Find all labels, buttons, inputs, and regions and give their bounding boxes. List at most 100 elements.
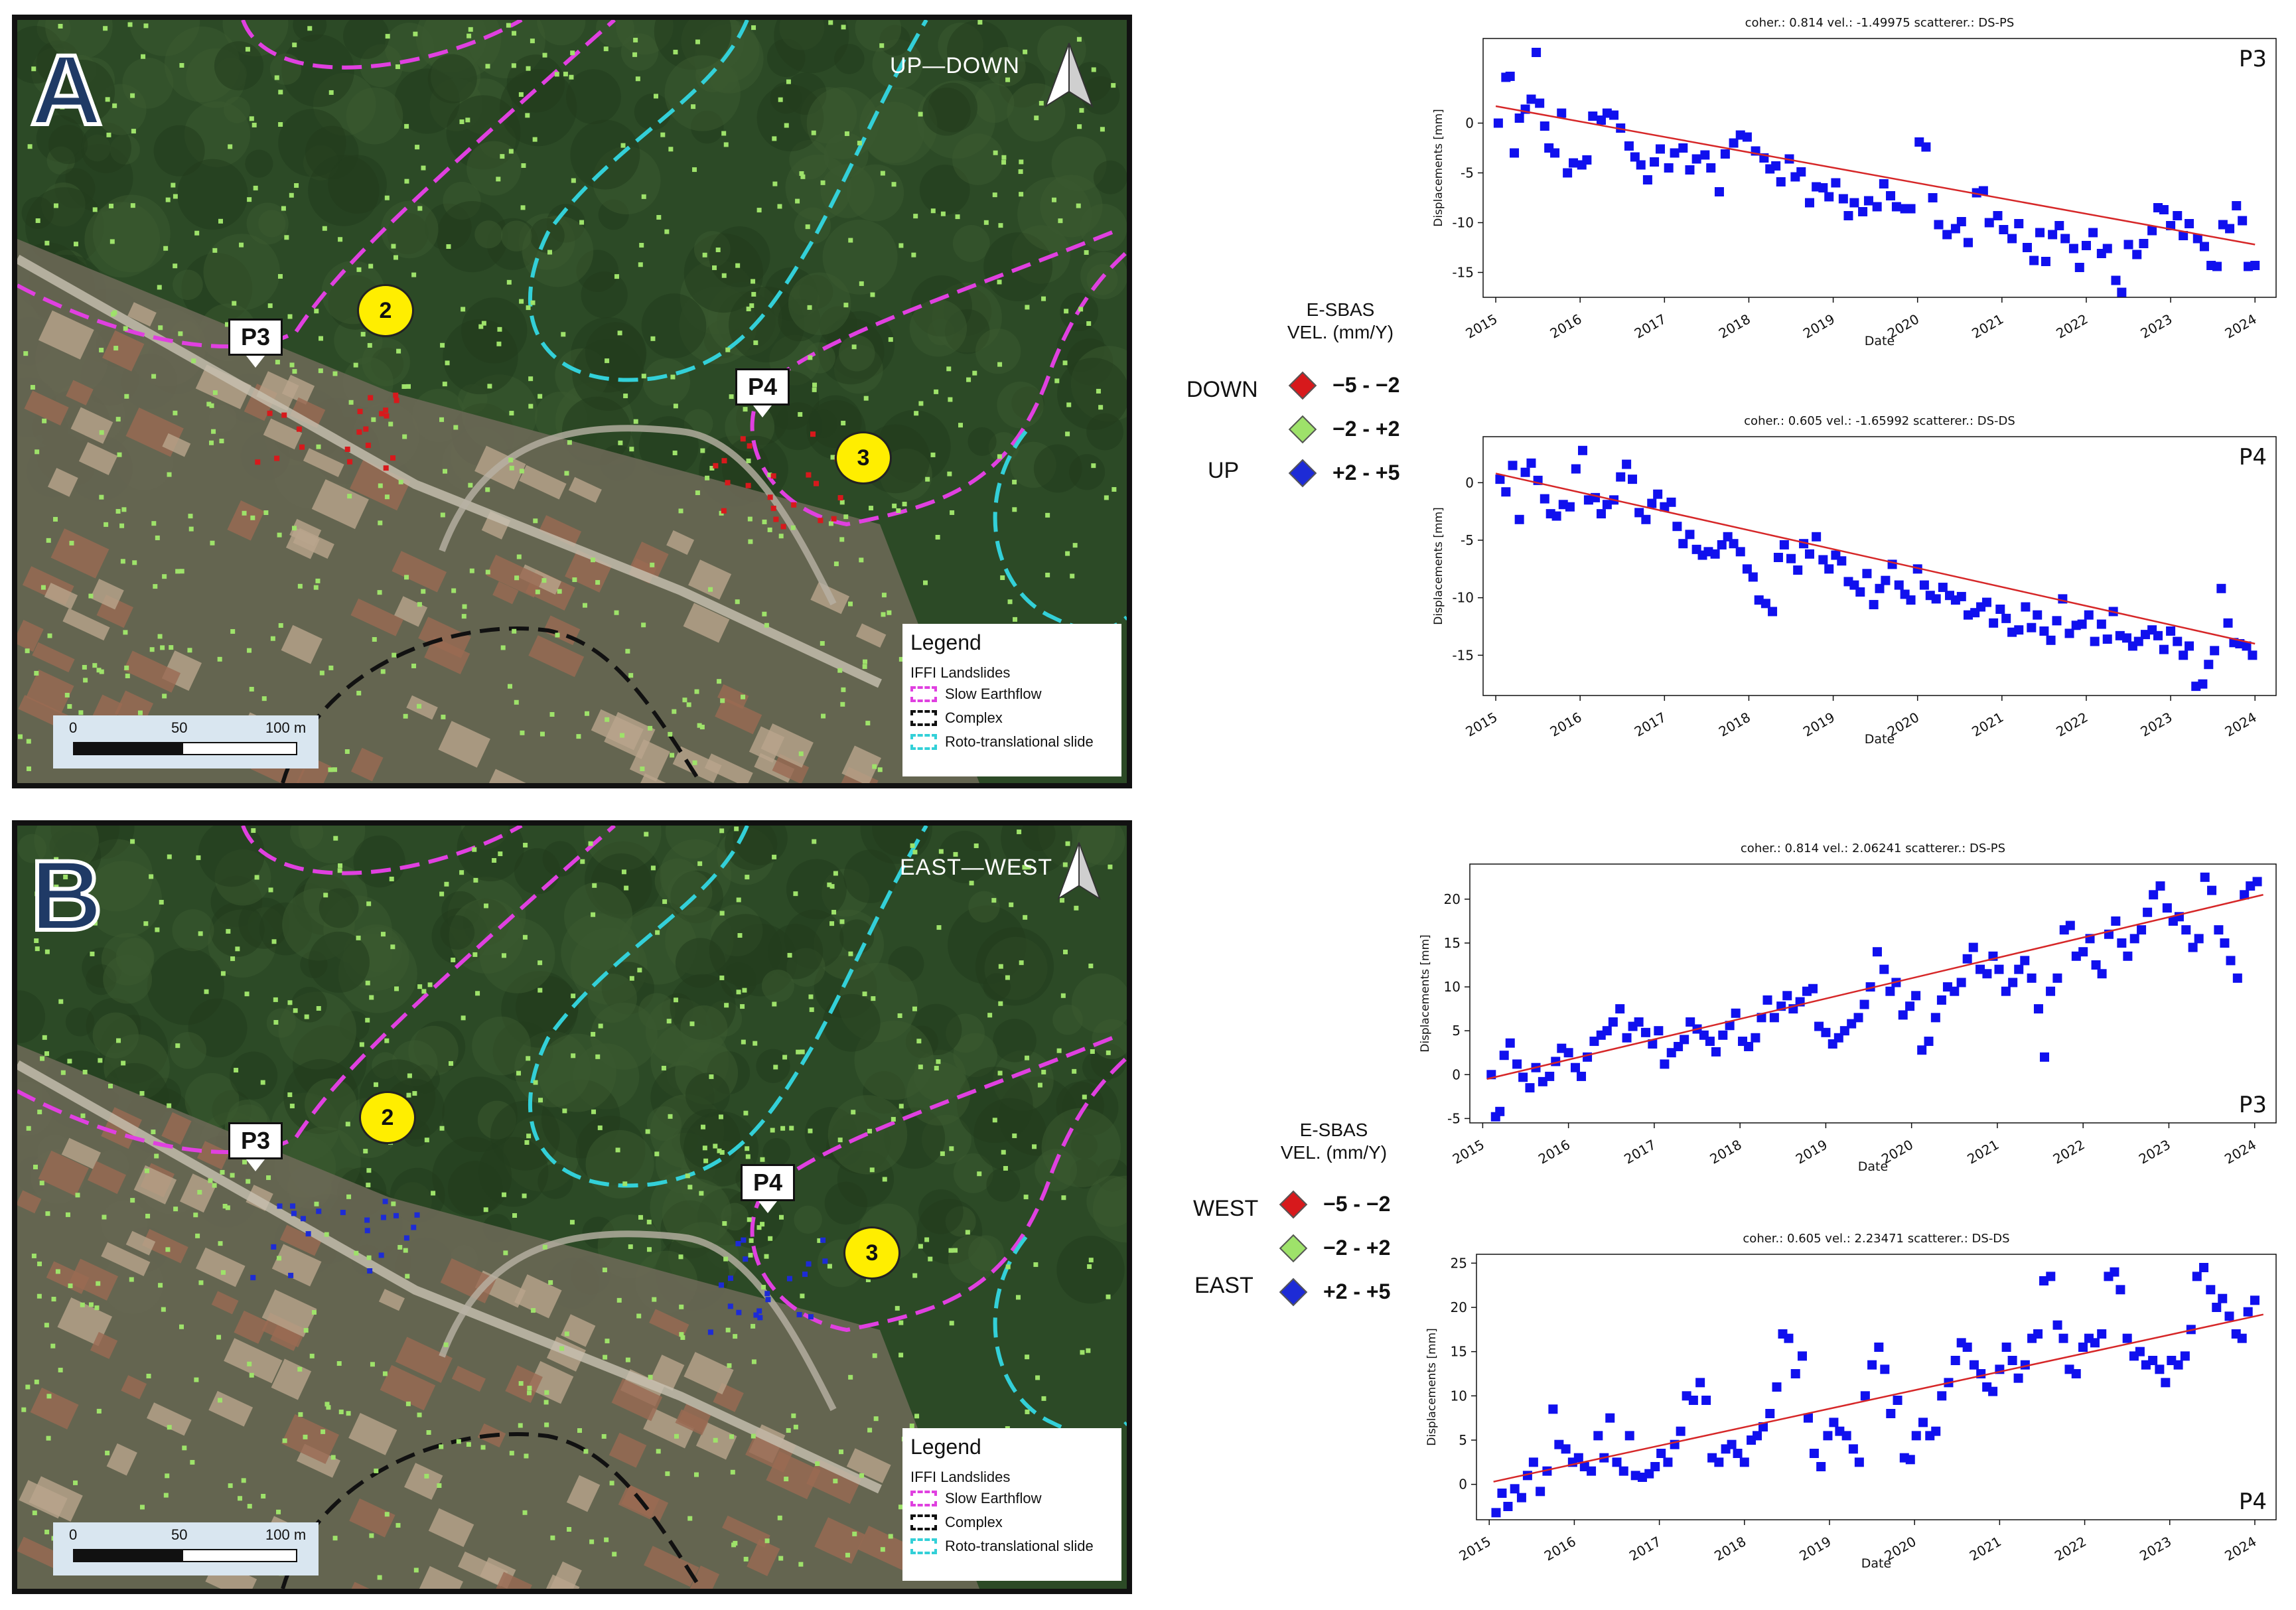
data-point: [2090, 636, 2100, 646]
data-point: [1616, 472, 1626, 482]
data-point: [2001, 1343, 2011, 1352]
y-tick-label: 25: [1451, 1255, 1467, 1271]
y-tick-label: 15: [1444, 935, 1461, 951]
data-point: [1596, 509, 1606, 519]
x-tick-label: 2017: [1621, 1136, 1658, 1167]
x-tick-label: 2019: [1796, 1533, 1833, 1564]
x-tick-label: 2017: [1626, 1533, 1664, 1564]
data-point: [1831, 178, 1841, 188]
data-point: [1885, 986, 1895, 996]
data-point: [1742, 132, 1752, 142]
data-point: [2159, 644, 2169, 654]
data-point: [2071, 1369, 2081, 1378]
data-point: [1528, 1457, 1538, 1467]
data-point: [2220, 938, 2230, 948]
data-point: [1729, 138, 1739, 148]
series-label: P3: [2239, 1092, 2267, 1118]
data-point: [1654, 1026, 1664, 1036]
data-point: [2110, 1267, 2119, 1277]
data-point: [1512, 1059, 1522, 1069]
data-point: [2008, 978, 2018, 988]
data-point: [1725, 1021, 1735, 1031]
x-tick-label: 2022: [2053, 709, 2090, 739]
data-point: [2173, 211, 2183, 220]
velocity-legend-title: E-SBAS VEL. (mm/Y): [1280, 1120, 1388, 1163]
data-point: [2123, 951, 2133, 961]
data-point: [1748, 572, 1758, 582]
data-point: [2185, 641, 2194, 651]
data-point: [1550, 148, 1560, 158]
data-point: [2068, 244, 2078, 254]
plot-area: [1476, 1254, 2277, 1520]
data-point: [2027, 622, 2037, 632]
data-point: [2074, 263, 2084, 272]
y-tick-label: -10: [1452, 215, 1474, 231]
data-point: [2040, 1052, 2050, 1062]
data-point: [1821, 1027, 1831, 1037]
data-point: [2001, 613, 2011, 623]
data-point: [1956, 217, 1966, 226]
data-point: [2185, 219, 2194, 228]
legend-subtitle: IFFI Landslides: [910, 1469, 1011, 1485]
data-point: [1989, 618, 1999, 628]
data-point: [1790, 1369, 1800, 1378]
data-point: [1963, 238, 1973, 248]
data-point: [1880, 1364, 1890, 1374]
data-point: [1751, 1033, 1760, 1043]
data-point: [1624, 1431, 1634, 1441]
trend-line: [1495, 105, 2256, 246]
data-point: [1540, 494, 1549, 504]
chart-title: coher.: 0.814 vel.: -1.49975 scatterer.:…: [1745, 16, 2015, 30]
data-point: [1674, 1041, 1684, 1051]
chart-title: coher.: 0.814 vel.: 2.06241 scatterer.: …: [1741, 842, 2005, 855]
data-point: [1812, 532, 1822, 542]
x-tick-label: 2021: [1967, 1533, 2004, 1564]
data-point: [1676, 1426, 1686, 1436]
data-point: [1779, 540, 1789, 549]
data-point: [1578, 445, 1588, 455]
data-point: [2097, 1329, 2107, 1339]
data-point: [2102, 244, 2112, 254]
data-point: [1906, 204, 1916, 214]
data-point: [1928, 193, 1938, 202]
y-tick-label: -5: [1461, 165, 1474, 181]
data-point: [2159, 205, 2169, 214]
data-point: [2020, 956, 2030, 966]
x-tick-label: 2024: [2222, 1533, 2259, 1564]
map-legend: Legend IFFI Landslides Slow Earthflow Co…: [902, 1428, 1121, 1581]
data-point: [1839, 1026, 1849, 1036]
data-point: [1688, 1396, 1698, 1405]
data-point: [1499, 1051, 1509, 1061]
data-point: [1656, 1449, 1666, 1458]
data-point: [2033, 610, 2043, 620]
data-point: [2225, 224, 2235, 234]
data-point: [2206, 1285, 2216, 1295]
data-point: [1918, 1418, 1928, 1427]
chart-b-p4: coher.: 0.605 vel.: 2.23471 scatterer.: …: [1425, 1232, 2277, 1571]
x-tick-label: 2021: [1964, 1136, 2001, 1167]
y-axis-label: Displacements [mm]: [1432, 507, 1445, 625]
data-point: [2007, 234, 2017, 244]
data-point: [2162, 903, 2172, 913]
panel-letter: A: [29, 34, 104, 145]
x-axis-label: Date: [1858, 1159, 1888, 1174]
data-point: [1548, 1404, 1558, 1414]
x-tick-label: 2016: [1547, 709, 1585, 739]
data-point: [1758, 1422, 1768, 1431]
data-point: [2117, 287, 2127, 297]
data-point: [1942, 230, 1952, 240]
data-point: [1535, 98, 1545, 108]
data-point: [2242, 641, 2252, 651]
pin-p3-label: P3: [228, 319, 283, 356]
velocity-class-negative: −5 - −2: [1279, 1190, 1390, 1218]
data-point: [1648, 1039, 1658, 1049]
data-point: [2111, 916, 2121, 926]
x-tick-label: 2019: [1800, 709, 1837, 739]
data-point: [1784, 1333, 1794, 1343]
trend-line: [1493, 1313, 2264, 1483]
landslide-label-2: 2: [357, 284, 414, 337]
data-point: [1501, 487, 1511, 497]
data-point: [1978, 186, 1988, 196]
data-point: [1988, 1386, 1998, 1396]
data-point: [2148, 1356, 2158, 1365]
